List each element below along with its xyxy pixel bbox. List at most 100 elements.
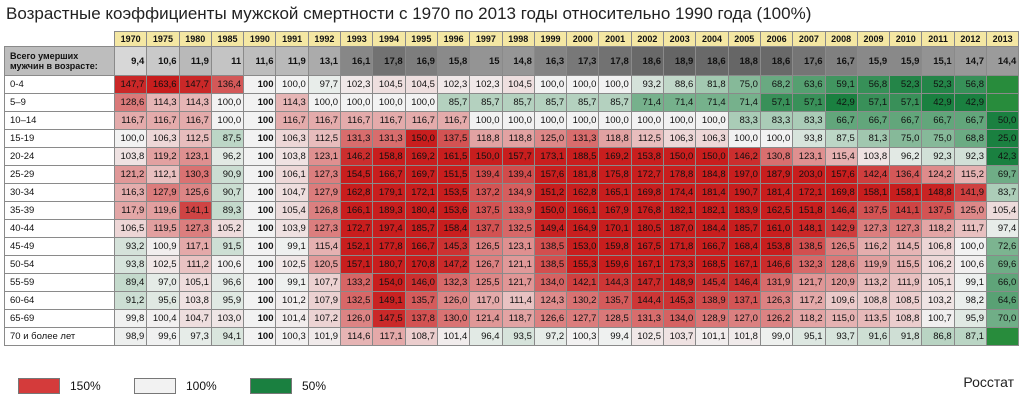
heatmap-cell: 187,0 — [663, 219, 697, 238]
heatmap-cell: 162,5 — [759, 201, 794, 220]
deaths-cell: 10,6 — [146, 46, 180, 76]
heatmap-cell: 174,4 — [663, 183, 697, 202]
heatmap-cell: 91,2 — [113, 291, 148, 310]
age-row: 60-64 91,2 95,6 103,8 95,9 100 101,2 107,9 132,5… — [4, 291, 1020, 310]
heatmap-cell: 95,1 — [792, 327, 826, 346]
deaths-cell: 18,9 — [663, 46, 697, 76]
deaths-cell: 11 — [210, 46, 245, 76]
heatmap-cell: 159,6 — [598, 255, 632, 274]
heatmap-cell: 100 — [243, 291, 277, 310]
heatmap-cell: 99,8 — [113, 309, 148, 328]
deaths-row-label: Всего умерших мужчин в возрасте: — [4, 46, 115, 76]
heatmap-cell: 66,7 — [856, 111, 891, 130]
heatmap-cell: 100,0 — [275, 75, 309, 94]
deaths-cell: 9,4 — [113, 46, 148, 76]
heatmap-cell: 123,1 — [307, 147, 342, 166]
heatmap-cell: 85,7 — [501, 93, 535, 112]
age-row: 20-24 103,8 119,2 123,1 96,2 100 103,8 123,1 146… — [4, 147, 1020, 166]
heatmap-cell: 117,0 — [469, 291, 503, 310]
heatmap-cell: 100,0 — [469, 111, 503, 130]
heatmap-cell: 104,5 — [372, 75, 406, 94]
heatmap-cell: 119,2 — [146, 147, 180, 166]
heatmap-cell: 177,8 — [372, 237, 406, 256]
legend-swatch — [250, 378, 292, 394]
heatmap-cell: 100 — [243, 183, 277, 202]
heatmap-cell: 100,4 — [146, 309, 180, 328]
heatmap-cell: 96,2 — [889, 147, 923, 166]
heatmap-cell: 173,1 — [533, 147, 568, 166]
deaths-cell: 14,8 — [501, 46, 535, 76]
heatmap-cell: 100,0 — [307, 93, 342, 112]
age-group-label: 40-44 — [4, 219, 115, 238]
heatmap-cell: 90,7 — [210, 183, 245, 202]
year-label: 2011 — [921, 31, 955, 47]
heatmap-cell: 108,7 — [404, 327, 438, 346]
heatmap-cell: 118,7 — [501, 309, 535, 328]
heatmap-cell: 57,1 — [856, 93, 891, 112]
heatmap-cell: 127,9 — [146, 183, 180, 202]
heatmap-cell: 85,7 — [469, 93, 503, 112]
age-row: 40-44 106,5 119,5 127,3 105,2 100 103,9 127,3 17… — [4, 219, 1020, 238]
heatmap-cell: 146,2 — [340, 147, 374, 166]
heatmap-cell: 119,5 — [146, 219, 180, 238]
heatmap-cell: 25,0 — [986, 129, 1020, 148]
heatmap-cell: 113,2 — [856, 273, 891, 292]
heatmap-cell: 153,5 — [436, 183, 471, 202]
heatmap-cell: 137,5 — [921, 201, 955, 220]
heatmap-cell: 123,1 — [792, 147, 826, 166]
heatmap-cell: 152,1 — [340, 237, 374, 256]
heatmap-cell: 111,2 — [178, 255, 212, 274]
heatmap-cell: 150,0 — [404, 129, 438, 148]
heatmap-cell: 99,1 — [953, 273, 988, 292]
heatmap-cell: 203,0 — [792, 165, 826, 184]
heatmap-cell: 70,0 — [986, 309, 1020, 328]
heatmap-cell: 103,8 — [275, 147, 309, 166]
heatmap-cell: 100,0 — [566, 111, 600, 130]
year-label: 1993 — [340, 31, 374, 47]
heatmap-cell: 126,7 — [469, 255, 503, 274]
heatmap-cell: 100,0 — [372, 93, 406, 112]
heatmap-cell: 116,7 — [307, 111, 342, 130]
heatmap-cell: 116,7 — [436, 111, 471, 130]
heatmap-cell: 89,3 — [210, 201, 245, 220]
heatmap-cell: 97,0 — [146, 273, 180, 292]
age-row: 50-54 93,8 102,5 111,2 100,6 100 102,5 120,5 157… — [4, 255, 1020, 274]
heatmap-cell: 115,4 — [824, 147, 858, 166]
heatmap-cell: 42,9 — [953, 93, 988, 112]
deaths-cell: 17,8 — [598, 46, 632, 76]
heatmap-cell: 57,1 — [889, 93, 923, 112]
heatmap-cell: 102,5 — [275, 255, 309, 274]
age-row: 65-69 99,8 100,4 104,7 103,0 100 101,4 107,2 126… — [4, 309, 1020, 328]
heatmap-cell: 75,0 — [921, 129, 955, 148]
heatmap-cell: 100,0 — [695, 111, 729, 130]
year-label: 1970 — [113, 31, 148, 47]
legend-item: 150% — [18, 378, 134, 394]
heatmap-cell: 93,8 — [113, 255, 148, 274]
heatmap-cell: 138,9 — [695, 291, 729, 310]
deaths-cell: 15,8 — [436, 46, 471, 76]
heatmap-cell: 118,8 — [469, 129, 503, 148]
mortality-heatmap: 1970 1975 1980 1985 1990 1991 1992 1993 1994 1995… — [4, 31, 1020, 346]
heatmap-cell: 182,1 — [663, 201, 697, 220]
heatmap-cell: 101,9 — [307, 327, 342, 346]
heatmap-cell: 132,5 — [501, 219, 535, 238]
heatmap-cell: 148,9 — [663, 273, 697, 292]
heatmap-cell — [986, 327, 1020, 346]
heatmap-cell: 100 — [243, 165, 277, 184]
heatmap-cell: 108,8 — [889, 309, 923, 328]
heatmap-cell: 111,4 — [501, 291, 535, 310]
heatmap-cell: 100,0 — [210, 93, 245, 112]
heatmap-cell: 144,4 — [630, 291, 665, 310]
heatmap-cell: 100,0 — [759, 129, 794, 148]
heatmap-cell: 151,5 — [436, 165, 471, 184]
heatmap-cell: 100,0 — [210, 111, 245, 130]
heatmap-cell: 134,0 — [663, 309, 697, 328]
heatmap-cell: 150,0 — [663, 147, 697, 166]
heatmap-cell: 130,3 — [178, 165, 212, 184]
heatmap-cell: 72,6 — [986, 237, 1020, 256]
heatmap-cell: 138,5 — [533, 255, 568, 274]
heatmap-cell: 100,6 — [953, 255, 988, 274]
heatmap-cell: 141,1 — [889, 201, 923, 220]
deaths-cell: 15,1 — [921, 46, 955, 76]
heatmap-cell: 42,9 — [824, 93, 858, 112]
